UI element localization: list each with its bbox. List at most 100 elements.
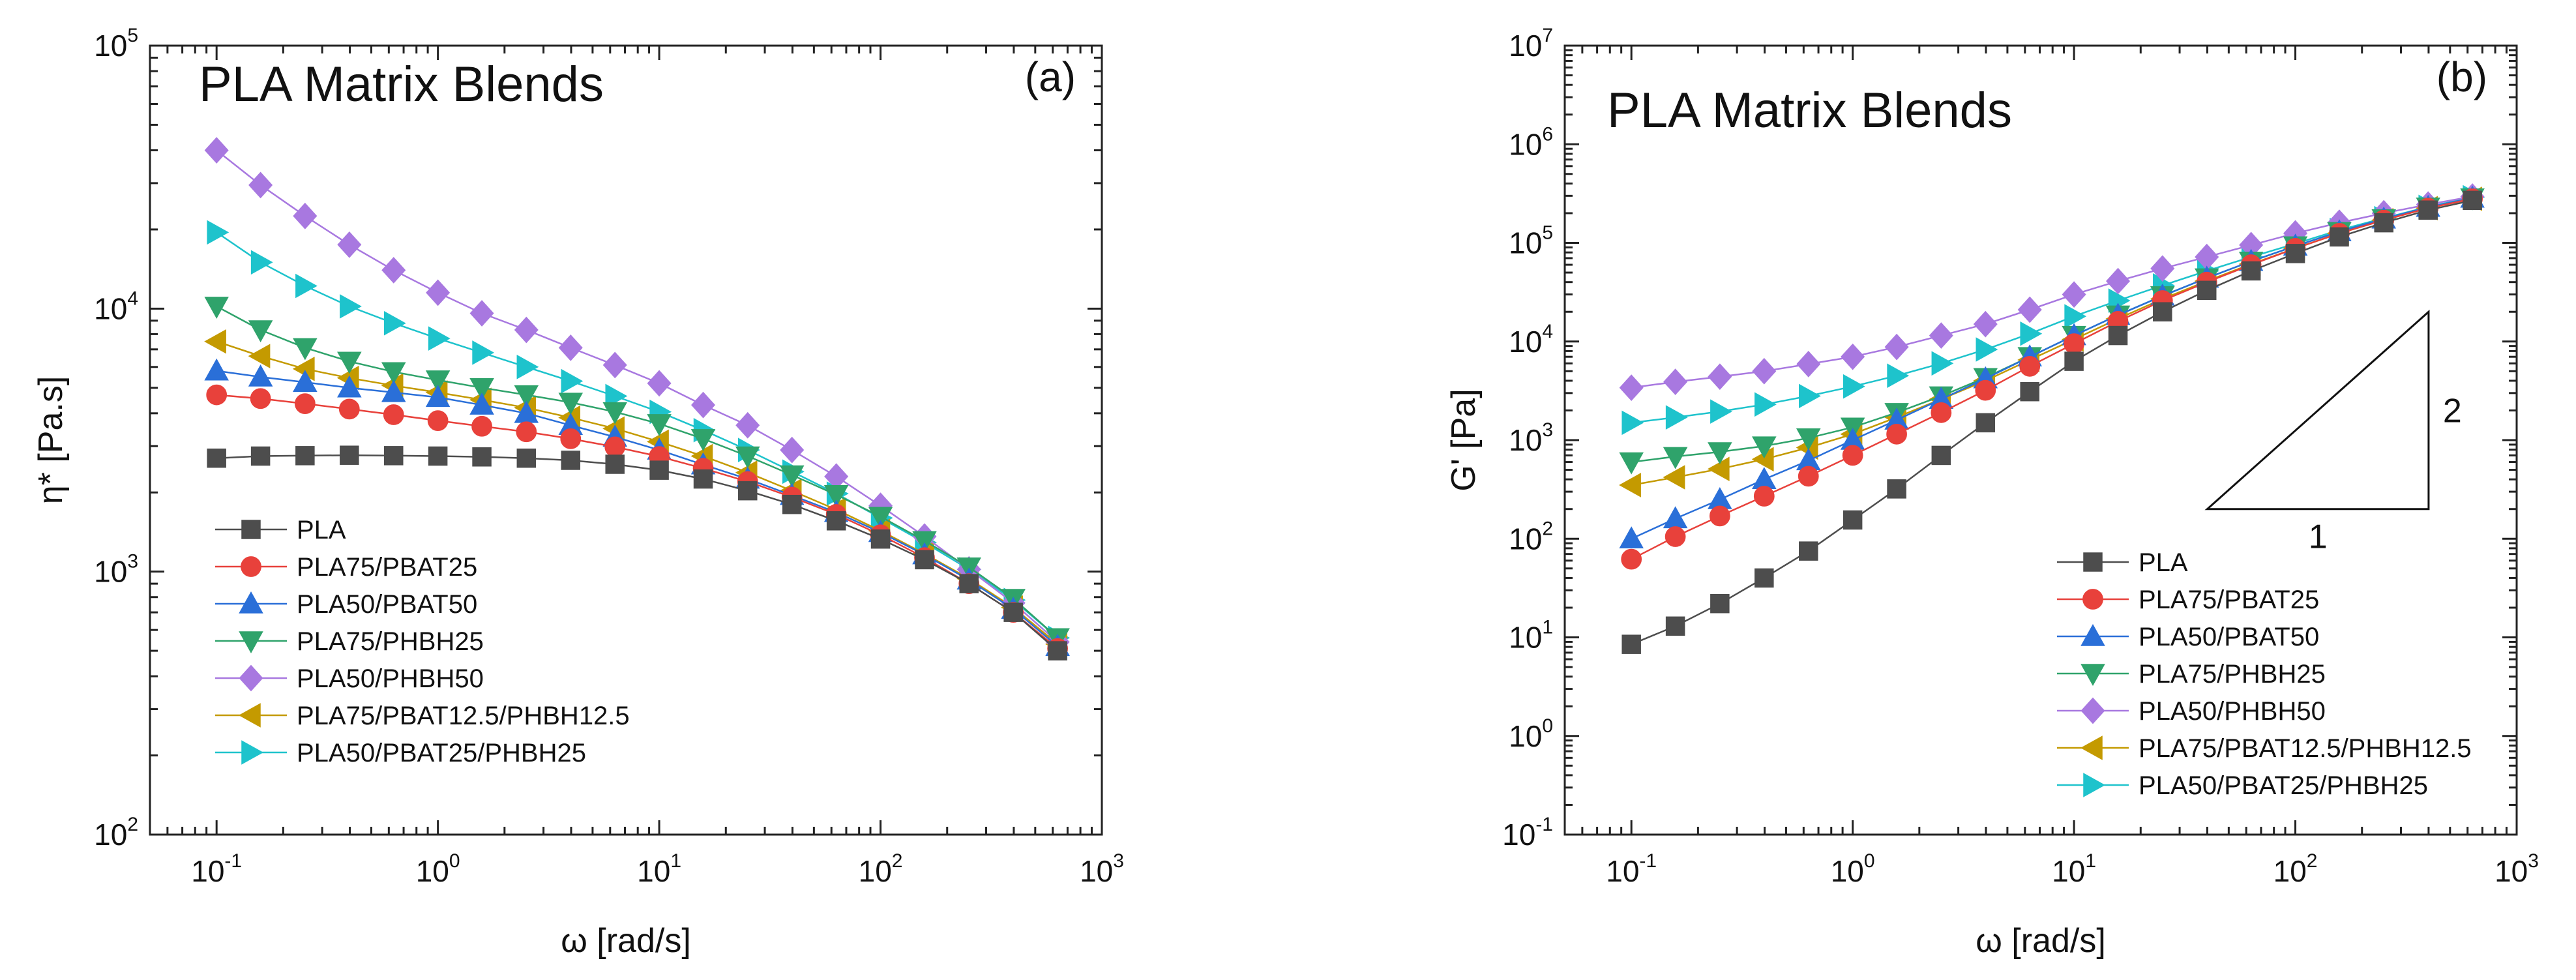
- panel-a-x-tick-base: 10: [191, 854, 224, 888]
- panel-b-y-tick-label: 101: [1509, 617, 1553, 655]
- panel-b-y-axis-label: G' [Pa]: [1445, 389, 1483, 491]
- panel-b-y-tick-label: 104: [1509, 321, 1553, 359]
- data-point: [735, 411, 760, 439]
- panel-b-x-tick-label: 103: [2495, 850, 2539, 888]
- data-point: [1931, 445, 1951, 466]
- slope-triangle-shape: [2204, 309, 2430, 511]
- data-point: [690, 429, 716, 451]
- data-point: [207, 448, 226, 468]
- panel-b-x-tick-exponent: 0: [1864, 850, 1875, 872]
- data-point: [1619, 473, 1641, 497]
- data-point: [204, 329, 226, 354]
- panel-b-y-tick-base: 10: [1509, 621, 1542, 655]
- data-point: [514, 316, 539, 344]
- panel-a-series-pla75-phbh25: [204, 297, 1070, 651]
- legend-label: PLA75/PHBH25: [2139, 660, 2326, 689]
- legend-label: PLA50/PBAT25/PHBH25: [297, 739, 586, 767]
- panel-b-y-tick-base: 10: [1509, 522, 1542, 556]
- panel-b-y-tick-base: 10: [1509, 325, 1542, 359]
- panel-a-series-pla: [207, 445, 1067, 661]
- data-point: [1796, 428, 1821, 451]
- data-point: [2064, 333, 2084, 354]
- data-point: [1884, 333, 1909, 361]
- panel-b-y-tick-exponent: 2: [1542, 518, 1553, 539]
- panel-a-y-tick-label: 105: [94, 25, 138, 63]
- data-point: [2062, 281, 2086, 308]
- panel-b-y-tick-base: 10: [1502, 818, 1535, 852]
- panel-b-x-tick-label: 100: [1831, 850, 1875, 888]
- data-point: [471, 415, 492, 437]
- data-point: [2153, 302, 2172, 321]
- panel-a-x-tick-label: 101: [637, 850, 681, 888]
- data-point: [1842, 445, 1863, 466]
- data-point: [605, 454, 625, 474]
- data-point: [248, 364, 273, 387]
- legend-item: PLA50/PBAT50: [2057, 623, 2319, 651]
- panel-b-y-tick-exponent: 6: [1542, 123, 1553, 145]
- legend-item: PLA75/PBAT12.5/PHBH12.5: [215, 702, 630, 730]
- data-point: [383, 404, 404, 425]
- data-point: [647, 414, 672, 436]
- data-point: [469, 378, 494, 400]
- panel-b-y-tick-exponent: 1: [1542, 617, 1553, 638]
- data-point: [870, 529, 891, 549]
- panel-a-y-tick-label: 102: [94, 814, 138, 852]
- data-point: [293, 338, 318, 361]
- legend-marker: [241, 740, 264, 765]
- panel-a-y-tick-exponent: 2: [127, 814, 138, 835]
- panel-b-x-tick-label: 102: [2273, 850, 2318, 888]
- panel-b-x-tick-exponent: 2: [2307, 850, 2318, 872]
- data-point: [1843, 374, 1865, 399]
- data-point: [1798, 466, 1819, 487]
- panel-b-gprime-chart: 10-1 100 101 102 10310-110010110210310410510…: [1445, 25, 2539, 960]
- legend-marker: [2080, 664, 2105, 687]
- data-point: [426, 279, 451, 306]
- data-point: [1707, 456, 1730, 482]
- data-point: [248, 320, 273, 343]
- legend-marker: [2083, 773, 2106, 797]
- slope-triangle: 1 2: [2204, 309, 2462, 556]
- panel-b-x-tick-base: 10: [2052, 854, 2085, 888]
- panel-a-y-tick-exponent: 3: [127, 551, 138, 572]
- data-point: [959, 574, 979, 593]
- data-point: [1710, 399, 1732, 424]
- data-point: [602, 351, 627, 379]
- legend-item: PLA: [2057, 548, 2188, 577]
- panel-b-x-tick-exponent: -1: [1639, 850, 1657, 872]
- legend-marker: [239, 631, 263, 654]
- panel-b-x-tick-base: 10: [1606, 854, 1639, 888]
- data-point: [2020, 381, 2039, 402]
- legend-label: PLA75/PHBH25: [297, 627, 484, 656]
- slope-horizontal-label: 1: [2309, 518, 2328, 556]
- data-point: [2106, 267, 2131, 295]
- data-point: [472, 447, 492, 467]
- panel-a-y-tick-exponent: 4: [127, 288, 138, 309]
- legend-label: PLA75/PBAT12.5/PHBH12.5: [297, 702, 630, 730]
- data-point: [782, 494, 802, 514]
- data-point: [1048, 641, 1067, 661]
- panel-b-y-tick-base: 10: [1509, 127, 1542, 161]
- panel-a-tag: (a): [1025, 53, 1076, 100]
- panel-b-title: PLA Matrix Blends: [1607, 83, 2012, 138]
- legend-item: PLA75/PHBH25: [215, 627, 484, 656]
- data-point: [915, 550, 934, 570]
- data-point: [1754, 568, 1774, 588]
- data-point: [204, 297, 229, 319]
- panel-a-y-tick-base: 10: [94, 555, 127, 589]
- legend-marker: [238, 703, 261, 728]
- legend-label: PLA75/PBAT25: [297, 553, 477, 582]
- panel-a-y-tick-base: 10: [94, 291, 127, 325]
- data-point: [1621, 548, 1642, 570]
- data-point: [561, 451, 581, 470]
- legend-item: PLA50/PBAT25/PHBH25: [215, 739, 586, 767]
- data-point: [381, 257, 406, 284]
- panel-b-series-pla: [1621, 190, 2482, 654]
- panel-b-x-tick-base: 10: [2495, 854, 2528, 888]
- data-point: [1663, 368, 1688, 395]
- panel-a-x-tick-base: 10: [416, 854, 449, 888]
- legend-marker: [2080, 697, 2105, 724]
- data-point: [425, 385, 451, 408]
- panel-b-y-tick-label: 10-1: [1502, 814, 1553, 852]
- data-point: [1843, 510, 1863, 530]
